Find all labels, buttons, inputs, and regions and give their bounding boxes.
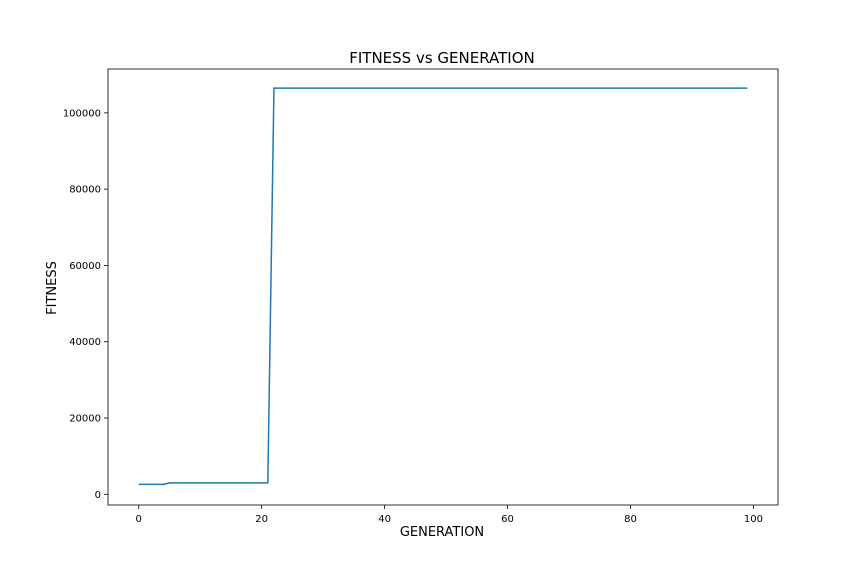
- axes-frame: [107, 68, 779, 506]
- x-tick-label: 40: [378, 514, 391, 525]
- x-axis: 0 20 40 60 80 100: [136, 505, 763, 525]
- y-tick-label: 80000: [69, 185, 101, 196]
- chart-title: FITNESS vs GENERATION: [349, 49, 535, 67]
- y-axis-label: FITNESS: [45, 261, 60, 315]
- series-line-0: [138, 87, 748, 486]
- x-tick-label: 100: [744, 514, 763, 525]
- y-axis: 0 20000 40000 60000 80000 100000: [63, 108, 108, 501]
- y-tick-label: 40000: [69, 337, 101, 348]
- y-tick-label: 20000: [69, 414, 101, 425]
- y-tick-label: 60000: [69, 261, 101, 272]
- plot-area: [107, 68, 779, 506]
- x-axis-label: GENERATION: [400, 525, 484, 540]
- y-tick-label: 0: [95, 490, 101, 501]
- y-tick-label: 100000: [63, 108, 101, 119]
- x-tick-label: 20: [255, 514, 268, 525]
- x-tick-label: 0: [136, 514, 142, 525]
- x-tick-label: 60: [501, 514, 514, 525]
- x-tick-label: 80: [624, 514, 637, 525]
